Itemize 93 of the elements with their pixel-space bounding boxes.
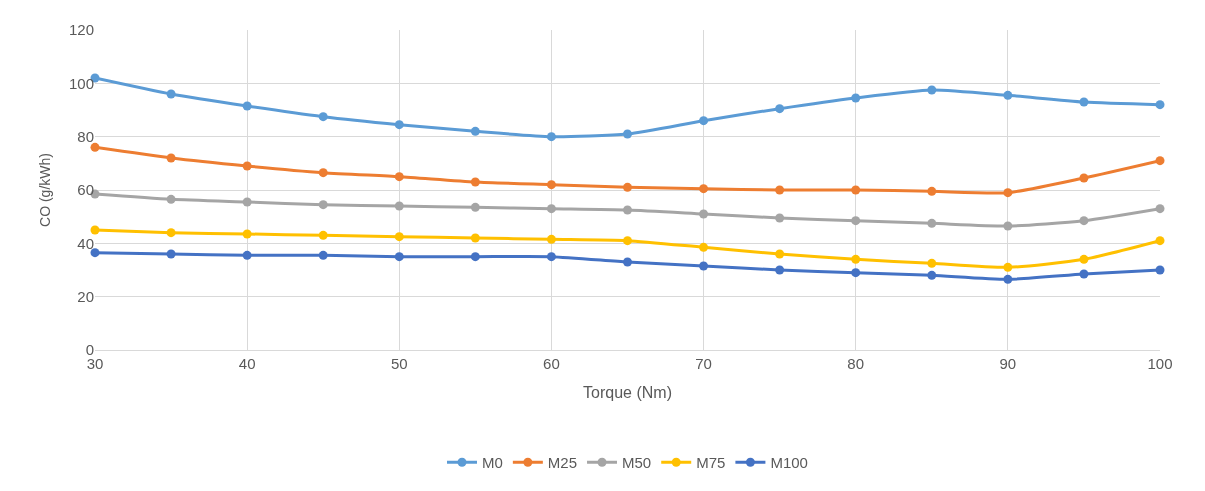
- y-tick-label: 60: [77, 181, 94, 199]
- point: [775, 265, 785, 275]
- point: [775, 249, 785, 259]
- point: [1155, 204, 1165, 214]
- x-tick-label: 70: [695, 355, 712, 372]
- point: [546, 132, 556, 142]
- point: [1003, 221, 1013, 231]
- x-tick-label: 80: [847, 355, 865, 372]
- legend-label: M100: [770, 454, 808, 472]
- x-tick-label: 100: [1147, 355, 1173, 372]
- y-tick-label: 120: [68, 21, 94, 39]
- point: [470, 202, 480, 212]
- point: [775, 213, 785, 223]
- point: [318, 168, 328, 178]
- point: [242, 101, 252, 111]
- point: [470, 233, 480, 243]
- point: [394, 201, 404, 211]
- point: [699, 261, 709, 271]
- point: [775, 104, 785, 114]
- x-tick-label: 50: [390, 355, 408, 372]
- point: [851, 268, 861, 278]
- point: [1079, 269, 1089, 279]
- point: [242, 197, 252, 207]
- legend-label: M0: [482, 454, 503, 472]
- point: [242, 250, 252, 260]
- point: [242, 161, 252, 171]
- point: [318, 230, 328, 240]
- point: [623, 257, 632, 267]
- legend-label: M25: [547, 454, 578, 472]
- point: [1003, 262, 1013, 272]
- point: [470, 252, 480, 262]
- point: [1079, 97, 1089, 107]
- y-axis-title: CO (g/kWh): [36, 153, 53, 227]
- point: [1155, 100, 1165, 110]
- point: [699, 116, 709, 126]
- point: [166, 153, 176, 163]
- point: [394, 172, 404, 182]
- point: [546, 180, 556, 190]
- point: [1155, 236, 1165, 246]
- point: [394, 232, 404, 242]
- point: [166, 228, 176, 238]
- point: [318, 200, 328, 210]
- point: [699, 184, 709, 194]
- point: [166, 249, 176, 259]
- point: [242, 229, 252, 239]
- point: [1155, 265, 1165, 275]
- point: [1079, 173, 1089, 183]
- point: [1003, 188, 1013, 198]
- point: [470, 177, 480, 187]
- point: [546, 204, 556, 214]
- point: [851, 216, 861, 226]
- point: [699, 242, 709, 252]
- y-tick-label: 20: [77, 287, 94, 305]
- point: [90, 248, 100, 258]
- point: [1079, 254, 1089, 264]
- point: [1003, 274, 1013, 284]
- point: [1003, 90, 1013, 100]
- point: [927, 186, 937, 196]
- y-tick-label: 40: [77, 234, 94, 252]
- point: [927, 85, 937, 95]
- y-tick-label: 80: [77, 127, 94, 145]
- point: [90, 225, 100, 235]
- point: [851, 93, 861, 103]
- legend-label: M50: [622, 454, 652, 472]
- point: [1079, 216, 1089, 226]
- point: [90, 142, 100, 152]
- point: [470, 126, 480, 136]
- legend-label: M75: [696, 454, 726, 472]
- point: [166, 194, 176, 204]
- point: [623, 205, 632, 215]
- point: [546, 234, 556, 244]
- x-tick-label: 90: [999, 355, 1017, 372]
- point: [927, 258, 937, 268]
- point: [623, 236, 632, 246]
- point: [623, 129, 632, 139]
- point: [699, 209, 709, 219]
- point: [318, 112, 328, 122]
- point: [394, 252, 404, 262]
- x-axis-title: Torque (Nm): [583, 383, 672, 401]
- point: [623, 182, 632, 192]
- point: [1155, 156, 1165, 166]
- point: [927, 218, 937, 228]
- point: [318, 250, 328, 260]
- point: [394, 120, 404, 130]
- point: [851, 185, 861, 195]
- point: [775, 185, 785, 195]
- x-tick-label: 60: [543, 355, 560, 372]
- y-tick-label: 100: [68, 74, 94, 92]
- point: [166, 89, 176, 99]
- point: [927, 270, 937, 280]
- point: [851, 254, 861, 264]
- point: [546, 252, 556, 262]
- x-tick-label: 40: [238, 355, 256, 372]
